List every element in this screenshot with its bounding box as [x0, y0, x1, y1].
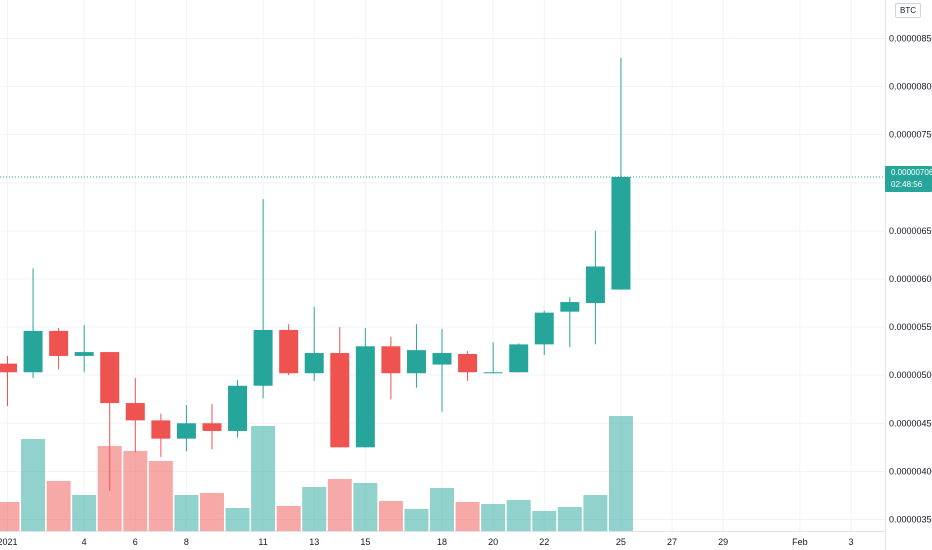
price-tick-label: 0.00000800: [889, 82, 932, 92]
time-tick-label: 18: [437, 537, 447, 547]
candle-body: [560, 302, 580, 312]
candle-body: [381, 346, 401, 374]
volume-bar: [148, 461, 173, 531]
volume-bar: [353, 483, 378, 531]
volume-bar: [199, 493, 224, 531]
time-tick-label: 3: [848, 537, 853, 547]
candle-body: [202, 423, 222, 431]
price-tick-label: 0.00000500: [889, 370, 932, 380]
volume-bar: [481, 504, 506, 531]
price-axis[interactable]: 0.00000350 0.00000400 0.00000450 0.00000500…: [885, 0, 932, 550]
candle-body: [432, 353, 452, 365]
volume-bar: [378, 501, 403, 531]
candle-body: [483, 372, 503, 374]
time-tick-label: 27: [667, 537, 677, 547]
volume-bar: [404, 509, 429, 531]
volume-bar: [276, 506, 301, 531]
candle-body: [253, 329, 273, 386]
volume-bar: [532, 511, 557, 531]
time-axis[interactable]: 2021 4 6 8 11 13 15 18 20 22 25 27 29 Feb 3: [0, 531, 885, 548]
volume-bar: [72, 495, 97, 531]
price-tick-label: 0.00000350: [889, 514, 932, 524]
candle-body: [458, 354, 478, 373]
time-tick-label: 6: [133, 537, 138, 547]
volume-bar: [46, 481, 71, 531]
volume-bar: [123, 451, 148, 531]
time-tick-label: 29: [718, 537, 728, 547]
candle-body: [509, 344, 529, 373]
candle-body: [0, 363, 17, 373]
price-tick-label: 0.00000600: [889, 274, 932, 284]
candle-body: [406, 350, 426, 374]
candle-body: [74, 352, 94, 356]
candle-body: [330, 353, 350, 448]
volume-bar: [302, 487, 327, 531]
time-tick-label: 15: [360, 537, 370, 547]
volume-bar: [0, 502, 20, 531]
price-tick-label: 0.00000450: [889, 418, 932, 428]
time-tick-label: 2021: [0, 537, 18, 547]
volume-bar: [455, 502, 480, 531]
time-tick-label: Feb: [792, 537, 808, 547]
candle-body: [100, 352, 120, 404]
candle-body: [151, 420, 171, 439]
last-price-value: 0.00000706: [891, 168, 932, 177]
time-tick-label: 22: [539, 537, 549, 547]
candle-body: [49, 330, 69, 356]
candle-body: [585, 266, 605, 304]
symbol-badge[interactable]: BTC: [895, 3, 921, 18]
volume-bar: [174, 495, 199, 531]
volume-bar: [506, 500, 531, 531]
volume-layer: [0, 416, 633, 531]
price-tick-label: 0.00000550: [889, 322, 932, 332]
candle-body: [125, 403, 145, 421]
candle-body: [304, 353, 324, 374]
volume-bar: [251, 426, 276, 531]
candle-body: [279, 329, 299, 374]
volume-bar: [21, 439, 46, 531]
candle-body: [228, 385, 248, 431]
time-tick-label: 25: [616, 537, 626, 547]
candle-body: [355, 346, 375, 448]
volume-bar: [557, 507, 582, 531]
price-tick-label: 0.00000650: [889, 226, 932, 236]
price-tick-label: 0.00000400: [889, 466, 932, 476]
candle-layer: [0, 57, 631, 491]
time-tick-label: 4: [82, 537, 87, 547]
time-tick-label: 20: [488, 537, 498, 547]
candle-body: [176, 423, 196, 439]
candle-body: [534, 312, 554, 345]
time-tick-label: 8: [184, 537, 189, 547]
time-tick-label: 13: [309, 537, 319, 547]
volume-bar: [327, 479, 352, 531]
volume-bar: [583, 495, 608, 531]
candle-body: [611, 177, 631, 290]
price-tick-label: 0.00000750: [889, 130, 932, 140]
bar-countdown: 02:48:56: [891, 180, 923, 189]
candle-body: [23, 330, 43, 373]
price-tick-label: 0.00000850: [889, 33, 932, 43]
volume-bar: [430, 488, 455, 531]
volume-bar: [225, 508, 250, 531]
last-price-tag: 0.00000706 02:48:56: [885, 166, 932, 192]
volume-bar: [608, 416, 633, 531]
time-tick-label: 11: [258, 537, 267, 547]
